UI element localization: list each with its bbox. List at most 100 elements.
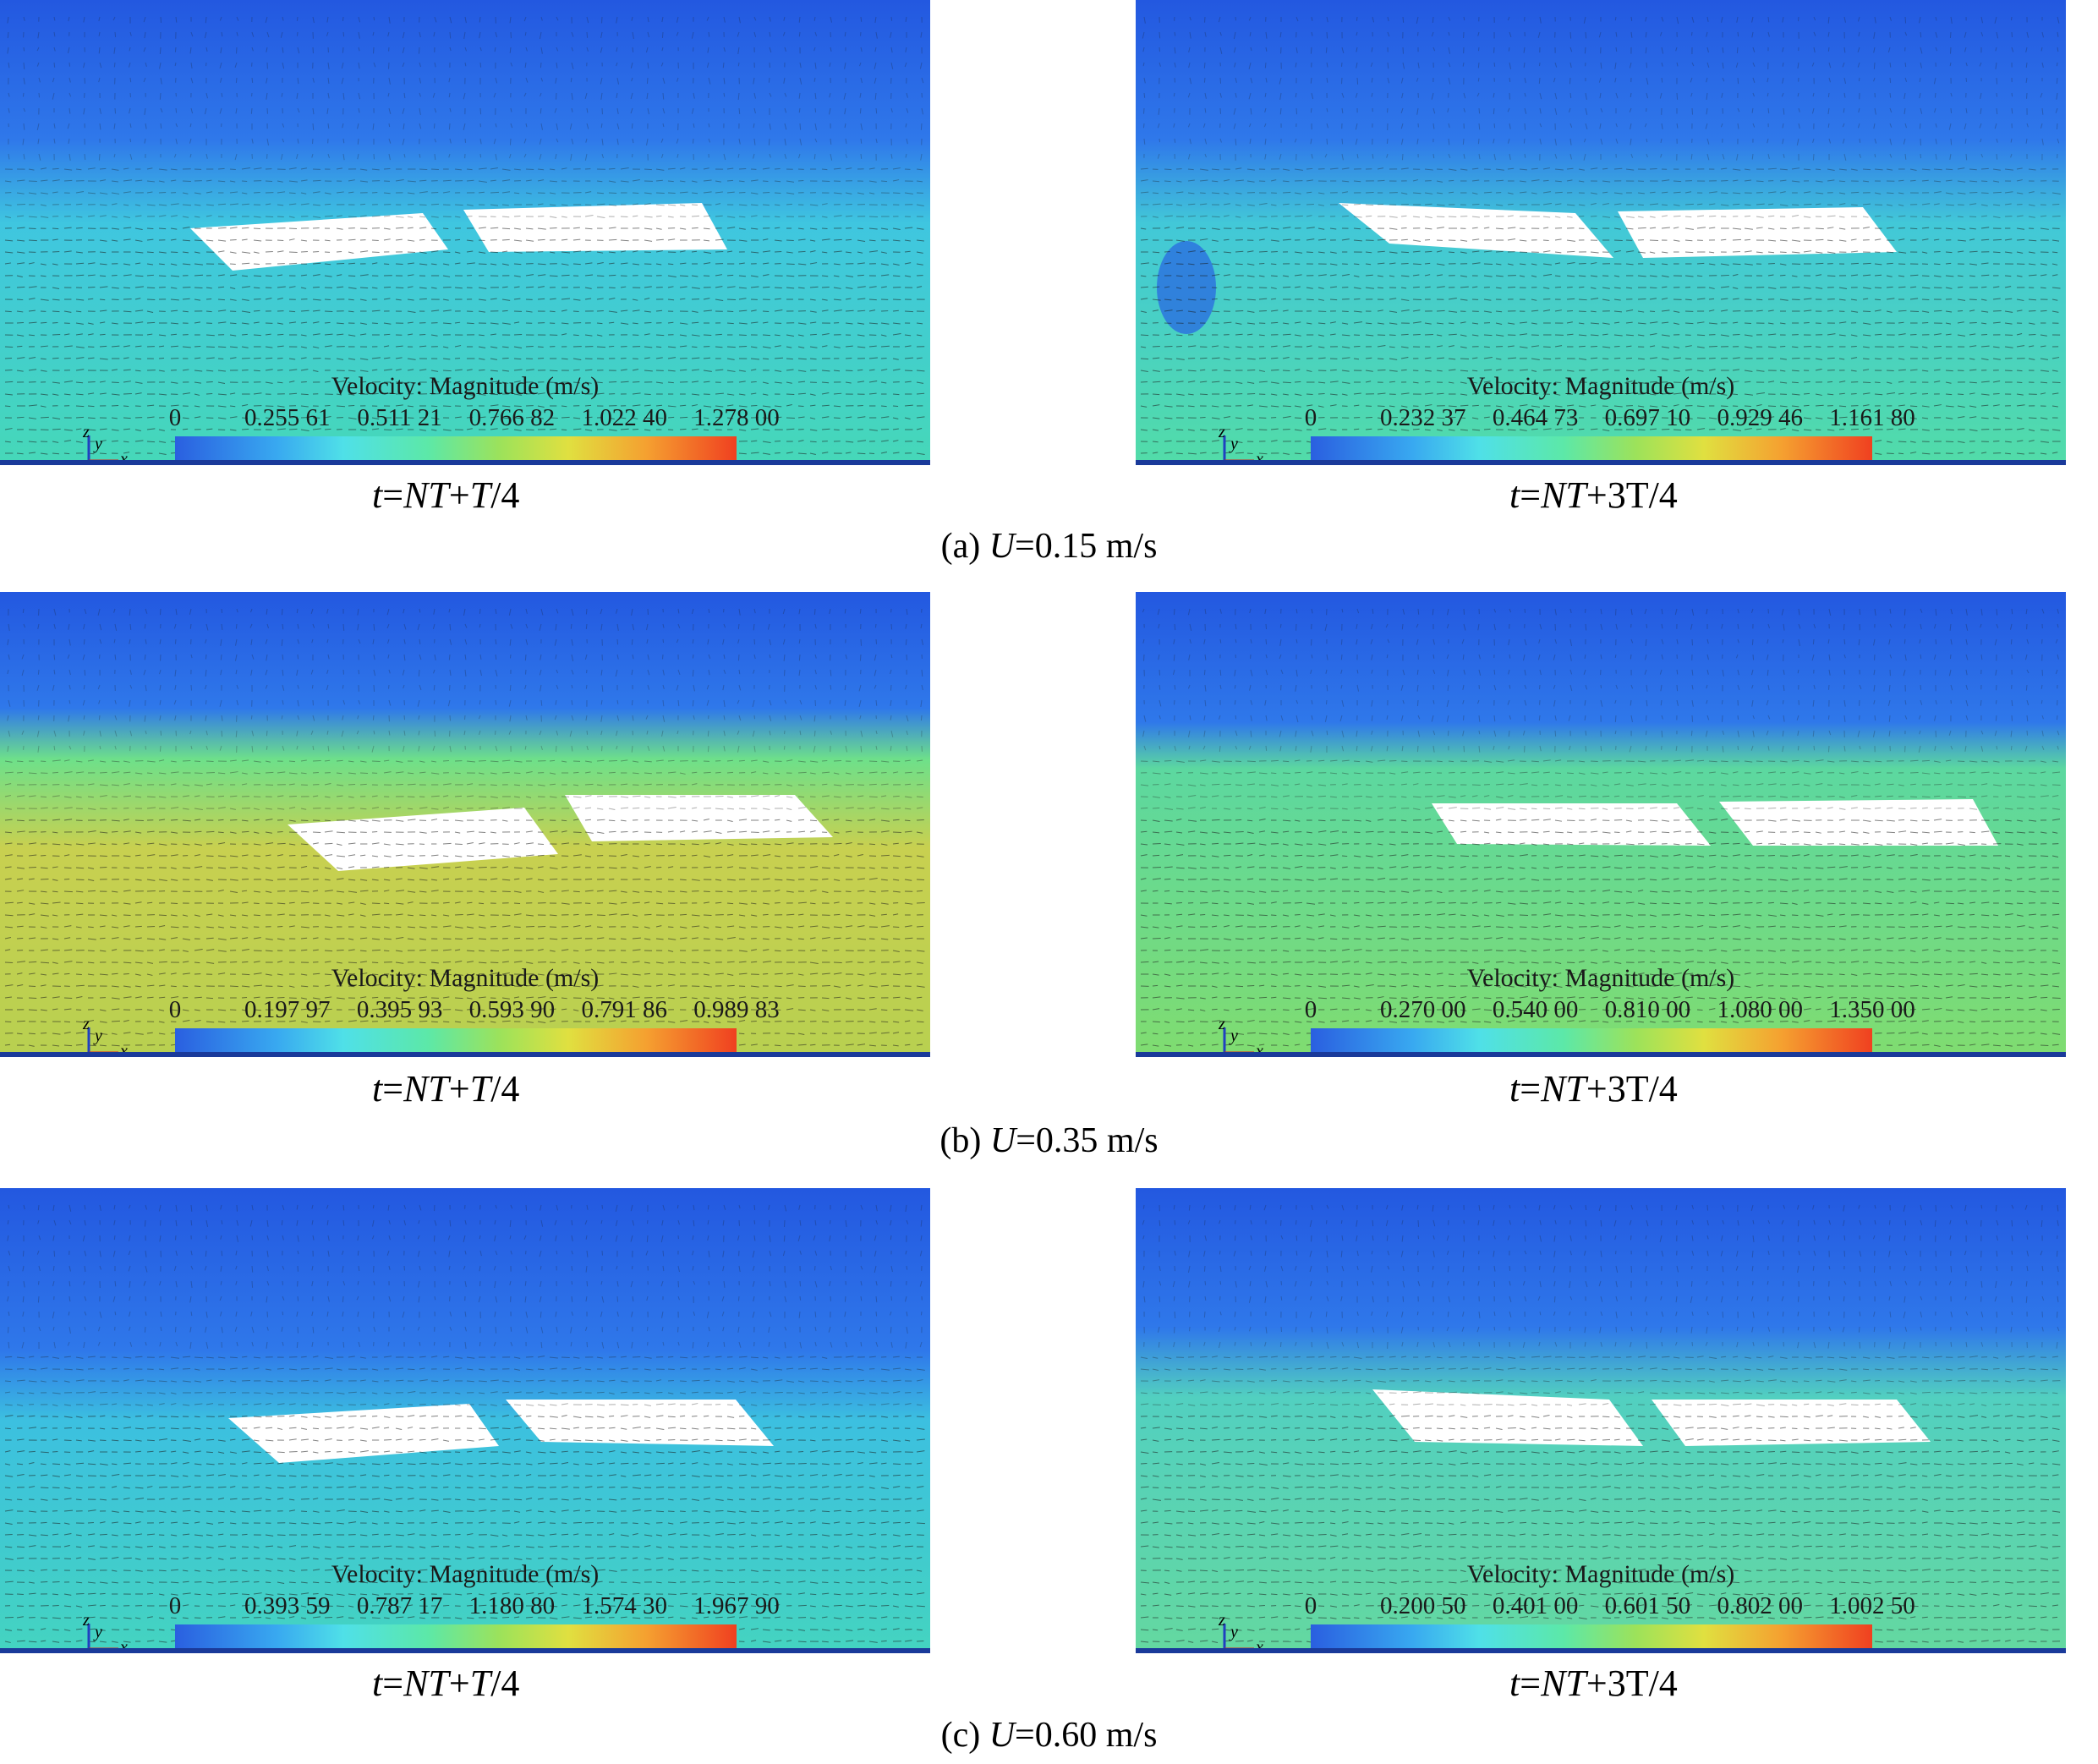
colorbar-tick-label: 0.791 86 [581, 996, 667, 1023]
colorbar-tick-label: 0 [1304, 996, 1317, 1023]
colorbar-tick-label: 1.022 40 [581, 404, 667, 431]
floating-plate-1 [1339, 203, 1613, 258]
time-label-a-right: t=NT+3T/4 [1509, 474, 1678, 516]
caption-c: (c) U=0.60 m/s [940, 1716, 1158, 1755]
panel-c-left: Velocity: Magnitude (m/s) 0 0.393 59 0.787… [0, 1188, 930, 1653]
bottom-boundary [1136, 1052, 2066, 1057]
panel-c-right: Velocity: Magnitude (m/s) 0 0.200 50 0.401… [1136, 1188, 2066, 1653]
caption-b: (b) U=0.35 m/s [939, 1121, 1159, 1160]
colorbar-tick-label: 0 [168, 996, 182, 1023]
svg-text:x: x [119, 450, 128, 465]
floating-plate-1 [288, 808, 558, 871]
velocity-arrows [1140, 16, 2061, 455]
colorbar-ticks: 0 0.200 50 0.401 00 0.601 50 0.802 00 1.002 5… [1301, 1592, 1943, 1621]
velocity-arrows [4, 608, 925, 1047]
colorbar-ticks: 0 0.393 59 0.787 17 1.180 80 1.574 30 1.967 9… [165, 1592, 808, 1621]
colorbar-tick-label: 0.697 10 [1604, 404, 1691, 431]
floating-plate-2 [506, 1400, 774, 1446]
colorbar-tick-label: 0 [168, 1592, 182, 1619]
floating-plate-1 [190, 213, 448, 271]
velocity-field-b-left [0, 592, 930, 1057]
floating-plate-1 [1372, 1389, 1643, 1446]
colorbar-tick-label: 0.270 00 [1380, 996, 1466, 1023]
colorbar-title: Velocity: Magnitude (m/s) [331, 964, 600, 992]
colorbar-tick-label: 0.401 00 [1492, 1592, 1579, 1619]
colorbar-tick-label: 1.967 90 [693, 1592, 780, 1619]
colorbar-tick-label: 0.464 73 [1492, 404, 1579, 431]
colorbar-tick-label: 0.540 00 [1492, 996, 1579, 1023]
colorbar-title: Velocity: Magnitude (m/s) [331, 372, 600, 400]
colorbar-tick-label: 0.802 00 [1717, 1592, 1803, 1619]
caption-a: (a) U=0.15 m/s [940, 527, 1158, 566]
colorbar-ticks: 0 0.255 61 0.511 21 0.766 82 1.022 40 1.278 0… [165, 404, 808, 433]
colorbar-tick-label: 0.929 46 [1717, 404, 1803, 431]
time-label-c-left: t=NT+T/4 [372, 1663, 520, 1704]
bottom-boundary [0, 1052, 930, 1057]
bottom-boundary [1136, 460, 2066, 465]
colorbar-tick-label: 1.350 00 [1829, 996, 1915, 1023]
colorbar-tick-label: 0.255 61 [244, 404, 331, 431]
velocity-field-b-right [1136, 592, 2066, 1057]
colorbar-tick-label: 1.080 00 [1717, 996, 1803, 1023]
colorbar [1311, 436, 1872, 463]
velocity-field-c-right [1136, 1188, 2066, 1653]
colorbar-title: Velocity: Magnitude (m/s) [1466, 372, 1735, 400]
colorbar-tick-label: 0.200 50 [1380, 1592, 1466, 1619]
colorbar-tick-label: 0.511 21 [357, 404, 442, 431]
colorbar-tick-label: 0.593 90 [468, 996, 556, 1023]
bottom-boundary [0, 460, 930, 465]
colorbar-ticks: 0 0.270 00 0.540 00 0.810 00 1.080 00 1.350 0… [1301, 996, 1943, 1025]
colorbar [1311, 1028, 1872, 1055]
colorbar [175, 1624, 737, 1652]
panel-b-left: Velocity: Magnitude (m/s) 0 0.197 97 0.395… [0, 592, 930, 1057]
colorbar-tick-label: 0.197 97 [244, 996, 331, 1023]
svg-text:z: z [82, 427, 90, 441]
colorbar-tick-label: 1.002 50 [1829, 1592, 1915, 1619]
bottom-boundary [1136, 1648, 2066, 1653]
colorbar-title: Velocity: Magnitude (m/s) [1466, 1560, 1735, 1588]
colorbar-tick-label: 0 [1304, 1592, 1317, 1619]
colorbar-tick-label: 0.787 17 [356, 1592, 443, 1619]
colorbar-tick-label: 0.810 00 [1604, 996, 1691, 1023]
colorbar-tick-label: 0.989 83 [693, 996, 780, 1023]
colorbar-title: Velocity: Magnitude (m/s) [331, 1560, 600, 1588]
time-label-a-left: t=NT+T/4 [372, 474, 520, 516]
colorbar-tick-label: 0 [168, 404, 182, 431]
colorbar [175, 436, 737, 463]
svg-text:y: y [93, 435, 102, 453]
velocity-field-c-left [0, 1188, 930, 1653]
colorbar-tick-label: 0 [1304, 404, 1317, 431]
floating-plate-2 [463, 203, 727, 252]
velocity-arrows [1140, 1204, 2061, 1643]
colorbar-tick-label: 0.232 37 [1380, 404, 1466, 431]
bottom-boundary [0, 1648, 930, 1653]
colorbar-ticks: 0 0.232 37 0.464 73 0.697 10 0.929 46 1.161 8… [1301, 404, 1943, 433]
floating-plate-2 [1652, 1400, 1931, 1446]
colorbar-tick-label: 0.766 82 [468, 404, 556, 431]
colorbar-tick-label: 0.395 93 [356, 996, 443, 1023]
panel-a-right: Velocity: Magnitude (m/s) 0 0.232 37 0.464… [1136, 0, 2066, 465]
colorbar-tick-label: 0.393 59 [244, 1592, 331, 1619]
panel-b-right: Velocity: Magnitude (m/s) 0 0.270 00 0.540… [1136, 592, 2066, 1057]
colorbar-tick-label: 0.601 50 [1604, 1592, 1691, 1619]
floating-plate-2 [565, 795, 833, 841]
colorbar [175, 1028, 737, 1055]
time-label-b-left: t=NT+T/4 [372, 1068, 520, 1109]
velocity-arrows [4, 1204, 925, 1643]
colorbar-tick-label: 1.278 00 [693, 404, 780, 431]
colorbar-tick-label: 1.180 80 [468, 1592, 556, 1619]
panel-a-left: Velocity: Magnitude (m/s) 0 0.255 61 0.511… [0, 0, 930, 465]
floating-plate-2 [1618, 207, 1897, 258]
colorbar-title: Velocity: Magnitude (m/s) [1466, 964, 1735, 992]
velocity-arrows [4, 16, 925, 455]
floating-plate-2 [1719, 799, 1998, 846]
floating-plate-1 [228, 1404, 499, 1463]
floating-plate-1 [1432, 803, 1711, 846]
colorbar-ticks: 0 0.197 97 0.395 93 0.593 90 0.791 86 0.989 8… [165, 996, 808, 1025]
colorbar-tick-label: 1.574 30 [581, 1592, 667, 1619]
time-label-c-right: t=NT+3T/4 [1509, 1663, 1678, 1704]
colorbar [1311, 1624, 1872, 1652]
time-label-b-right: t=NT+3T/4 [1509, 1068, 1678, 1109]
velocity-field-a-left [0, 0, 930, 465]
velocity-field-a-right [1136, 0, 2066, 465]
